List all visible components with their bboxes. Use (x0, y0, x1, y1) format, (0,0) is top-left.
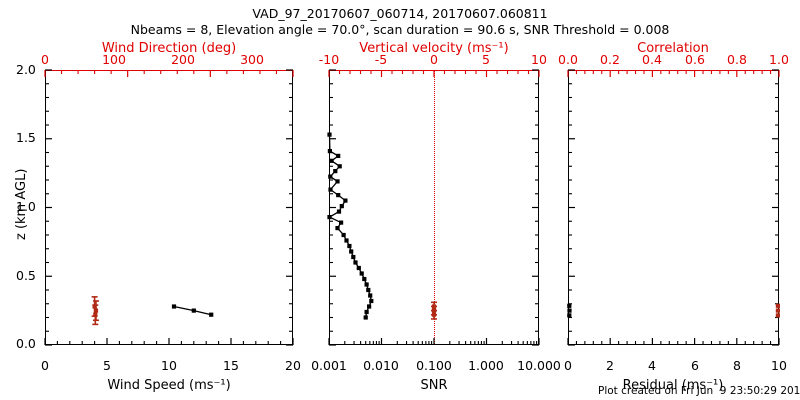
wind-dir-tick-0: 0 (41, 52, 49, 67)
wind-speed-axis-label: Wind Speed (ms⁻¹) (107, 378, 231, 393)
y-tick-1.0: 1.0 (16, 199, 36, 214)
wind-direction-axis-label: Wind Direction (deg) (101, 41, 237, 56)
snr-tick-0.100: 0.100 (416, 358, 452, 373)
y-tick-0.0: 0.0 (16, 336, 36, 351)
residual-tick-2: 2 (606, 358, 614, 373)
corr-tick-0.6: 0.6 (685, 52, 705, 67)
snr-axis-label: SNR (420, 378, 448, 393)
plot-title-line2: Nbeams = 8, Elevation angle = 70.0°, sca… (130, 22, 670, 37)
panel-residual-frame (568, 70, 779, 345)
y-tick-2.0: 2.0 (16, 62, 36, 77)
panel-residual-top-axis-rule (568, 70, 779, 71)
wind-dir-tick-300: 300 (240, 52, 264, 67)
y-tick-0.5: 0.5 (16, 268, 36, 283)
wind-speed-tick-20: 20 (285, 358, 301, 373)
y-tick-1.5: 1.5 (16, 130, 36, 145)
plot-title-line1: VAD_97_20170607_060714, 20170607.060811 (252, 6, 548, 21)
vertical-velocity-axis-label: Vertical velocity (ms⁻¹) (359, 41, 509, 56)
snr-tick-0.001: 0.001 (311, 358, 347, 373)
snr-tick-0.010: 0.010 (363, 358, 399, 373)
wind-speed-tick-5: 5 (103, 358, 111, 373)
residual-tick-6: 6 (691, 358, 699, 373)
plot-created-stamp: Plot created on Fri Jun 9 23:50:29 2017 (598, 385, 800, 397)
residual-tick-8: 8 (733, 358, 741, 373)
snr-tick-1.000: 1.000 (468, 358, 504, 373)
residual-axis-label: Residual (ms⁻¹) (622, 378, 724, 393)
corr-tick-0.4: 0.4 (642, 52, 662, 67)
panel-wind-top-axis-rule (45, 70, 293, 71)
residual-tick-0: 0 (564, 358, 572, 373)
snr-zero-vertical-velocity-reference-line (434, 71, 435, 344)
corr-tick-0.8: 0.8 (727, 52, 747, 67)
snr-tick-10.000: 10.000 (517, 358, 561, 373)
residual-tick-10: 10 (771, 358, 787, 373)
corr-tick-0.0: 0.0 (558, 52, 578, 67)
wind-speed-tick-10: 10 (161, 358, 177, 373)
corr-tick-1.0: 1.0 (769, 52, 789, 67)
wind-dir-tick-100: 100 (102, 52, 126, 67)
vv-tick-10: 10 (531, 52, 547, 67)
wind-dir-tick-200: 200 (171, 52, 195, 67)
residual-tick-4: 4 (648, 358, 656, 373)
wind-speed-tick-0: 0 (41, 358, 49, 373)
wind-speed-tick-15: 15 (223, 358, 239, 373)
correlation-axis-label: Correlation (637, 41, 709, 56)
vv-tick-5: 5 (482, 52, 490, 67)
vv-tick-0: 0 (430, 52, 438, 67)
vv-tick--5: -5 (374, 52, 388, 67)
vv-tick--10: -10 (318, 52, 340, 67)
corr-tick-0.2: 0.2 (600, 52, 620, 67)
panel-wind-frame (45, 70, 293, 345)
